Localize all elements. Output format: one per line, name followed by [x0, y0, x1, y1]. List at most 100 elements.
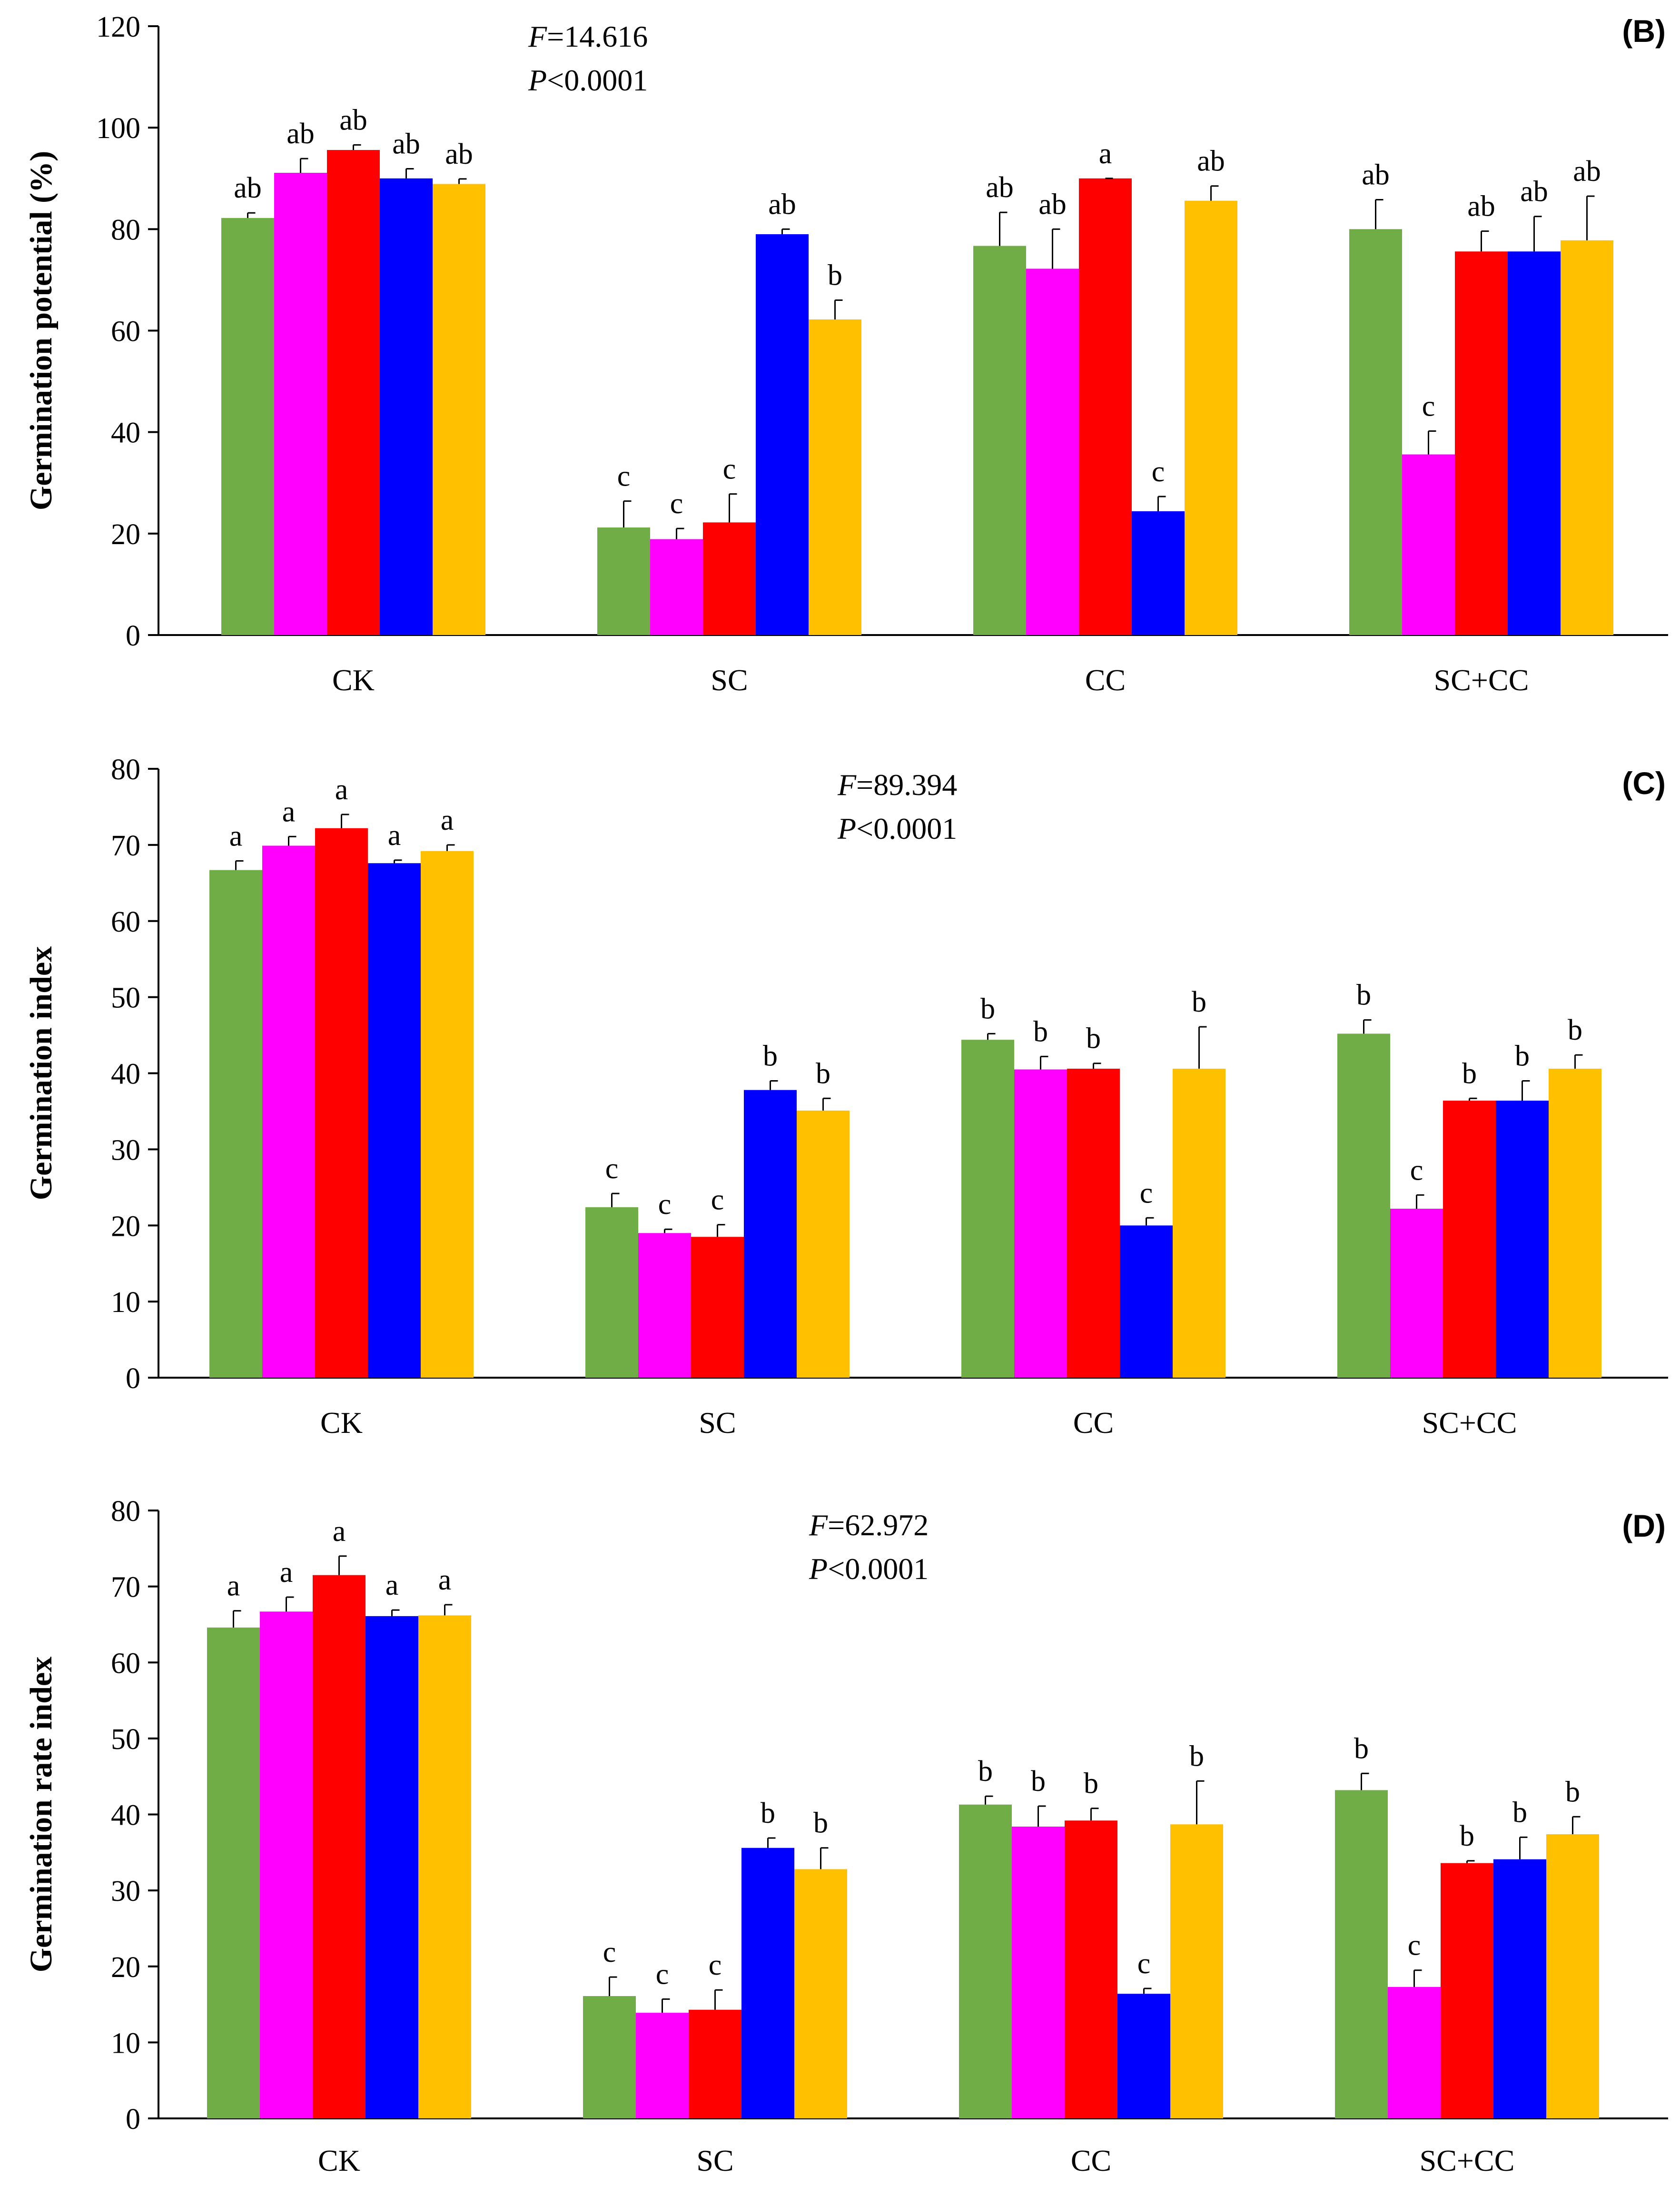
- bar: [689, 2009, 741, 2118]
- bar: [1549, 1068, 1601, 1378]
- f-value: =89.394: [856, 768, 957, 802]
- y-axis-title: Germination rate index: [24, 1657, 59, 1973]
- significance-letter: b: [1515, 1040, 1530, 1072]
- bar: [327, 150, 380, 635]
- significance-letter: c: [723, 453, 736, 486]
- y-tick-label: 30: [111, 1875, 140, 1908]
- bar: [650, 539, 703, 635]
- bar: [636, 2013, 689, 2118]
- bar: [418, 1615, 471, 2118]
- bar: [1443, 1101, 1496, 1378]
- x-category-label: CC: [1071, 2144, 1111, 2177]
- y-tick-label: 0: [126, 2103, 140, 2136]
- significance-letter: c: [711, 1184, 724, 1216]
- y-tick-label: 50: [111, 982, 140, 1014]
- p-value: <0.0001: [856, 812, 957, 845]
- bar: [433, 184, 485, 636]
- significance-letter: a: [335, 774, 348, 806]
- y-axis-title: Germination potential (%): [24, 151, 59, 510]
- bar: [1455, 251, 1508, 635]
- bar: [1117, 1994, 1170, 2118]
- bar: [959, 1804, 1012, 2118]
- bar: [1012, 1827, 1065, 2118]
- bar: [421, 851, 474, 1378]
- panel-label: (B): [1622, 13, 1666, 49]
- significance-letter: ab: [445, 138, 473, 170]
- chart-panel-c: 0 10 20 30 40 50 60 70 80 Germination index (C) F=8…: [24, 754, 1668, 1440]
- bar: [809, 319, 861, 635]
- y-tick-label: 100: [96, 112, 140, 145]
- bar: [380, 178, 433, 635]
- significance-letter: c: [1140, 1177, 1153, 1209]
- bar: [262, 845, 315, 1378]
- significance-letter: a: [282, 795, 296, 828]
- x-category-label: CK: [320, 1406, 363, 1440]
- significance-letter: a: [280, 1556, 293, 1589]
- f-statistic: F=62.972: [809, 1508, 929, 1542]
- y-tick-label: 30: [111, 1134, 140, 1166]
- bar: [1508, 251, 1561, 635]
- significance-letter: b: [1189, 1740, 1204, 1772]
- y-tick-label: 10: [111, 1286, 140, 1319]
- f-statistic: F=14.616: [528, 20, 648, 53]
- bar: [741, 1848, 794, 2118]
- significance-letter: b: [1565, 1776, 1580, 1808]
- p-symbol: P: [528, 63, 547, 97]
- significance-letter: a: [1099, 138, 1112, 170]
- x-category-label: SC: [711, 663, 748, 697]
- significance-letter: b: [1033, 1015, 1048, 1048]
- bar: [1170, 1824, 1223, 2118]
- significance-letter: c: [603, 1936, 616, 1968]
- y-tick-label: 80: [111, 214, 140, 246]
- panel-label: (C): [1622, 765, 1666, 801]
- x-category-label: CK: [318, 2144, 360, 2177]
- significance-letter: b: [761, 1797, 775, 1829]
- significance-letter: a: [388, 819, 401, 852]
- significance-letter: a: [385, 1569, 399, 1601]
- significance-letter: c: [1152, 456, 1165, 488]
- p-statistic: P<0.0001: [837, 812, 957, 845]
- significance-letter: b: [1512, 1796, 1527, 1828]
- significance-letter: ab: [287, 118, 315, 150]
- bar: [313, 1575, 366, 2118]
- significance-letter: c: [617, 460, 631, 493]
- significance-letter: a: [229, 820, 243, 852]
- significance-letter: b: [1084, 1768, 1098, 1800]
- bar: [315, 828, 368, 1378]
- bar: [260, 1611, 313, 2118]
- significance-letter: ab: [339, 104, 367, 136]
- significance-letter: c: [1408, 1929, 1421, 1962]
- y-tick-label: 40: [111, 1799, 140, 1832]
- significance-letter: ab: [234, 172, 262, 204]
- bar: [1120, 1225, 1173, 1378]
- significance-letter: c: [709, 1949, 722, 1981]
- significance-letter: b: [1462, 1057, 1477, 1090]
- bar: [209, 870, 262, 1378]
- significance-letter: a: [227, 1570, 240, 1602]
- significance-letter: b: [1568, 1014, 1582, 1046]
- y-axis-title: Germination index: [24, 946, 59, 1201]
- bar: [756, 234, 809, 635]
- x-category-label: SC+CC: [1420, 2144, 1515, 2177]
- f-symbol: F: [837, 768, 857, 802]
- y-tick-label: 20: [111, 518, 140, 551]
- y-tick-label: 60: [111, 906, 140, 938]
- bar: [1402, 454, 1455, 635]
- bar: [1185, 200, 1237, 635]
- significance-letter: a: [333, 1515, 346, 1548]
- y-tick-label: 80: [111, 754, 140, 786]
- significance-letter: ab: [986, 171, 1014, 204]
- significance-letter: c: [1422, 390, 1435, 423]
- significance-letter: b: [1192, 986, 1206, 1018]
- bar: [1390, 1209, 1443, 1378]
- y-tick-label: 40: [111, 417, 140, 449]
- bar: [1388, 1987, 1441, 2118]
- bar: [585, 1207, 638, 1378]
- significance-letter: b: [1086, 1023, 1101, 1055]
- y-tick-label: 120: [96, 11, 140, 43]
- y-tick-label: 70: [111, 830, 140, 862]
- significance-letter: ab: [392, 128, 420, 160]
- bar: [1014, 1069, 1067, 1378]
- y-tick-label: 50: [111, 1723, 140, 1756]
